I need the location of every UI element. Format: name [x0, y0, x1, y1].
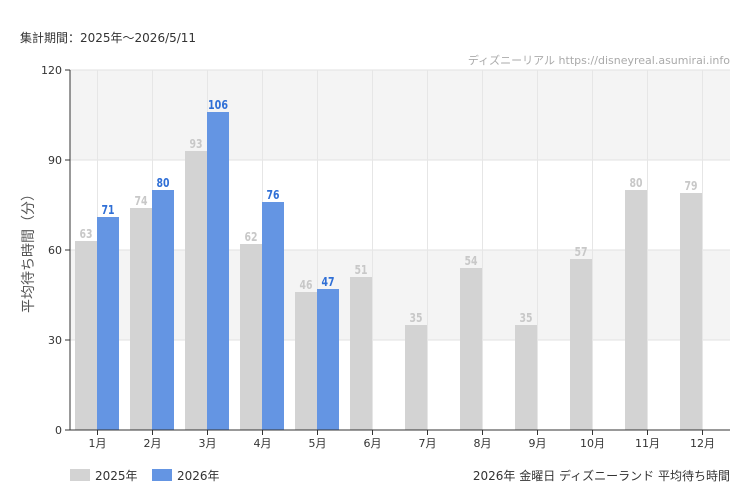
x-tick-label: 2月: [144, 437, 162, 450]
bar-value-label: 46: [300, 278, 313, 292]
bar-value-label: 80: [630, 176, 643, 190]
bar-series-1: [295, 292, 317, 430]
bar-value-label: 80: [157, 176, 170, 190]
data-labels-layer: 63 74 93 62 46 51 35 54 35 57 80 79 71 80 106 76 47: [80, 98, 698, 325]
bar-series-1: [350, 277, 372, 430]
bar-value-label: 35: [520, 311, 533, 325]
x-tick-label: 6月: [364, 437, 382, 450]
bar-value-label: 71: [102, 203, 115, 217]
bar-series-1: [460, 268, 482, 430]
x-tick-label: 3月: [199, 437, 217, 450]
bar-value-label: 74: [135, 194, 148, 208]
bar-value-label: 35: [410, 311, 423, 325]
y-tick-label: 60: [48, 244, 62, 257]
grid-band: [70, 250, 730, 340]
grid-band: [70, 70, 730, 160]
y-tick-label: 0: [55, 424, 62, 437]
legend-label: 2026年: [177, 469, 220, 483]
x-tick-label: 9月: [529, 437, 547, 450]
legend-swatch: [152, 469, 172, 481]
axes-layer: 0 30 60 90 120 1月 2月 3月 4月 5月 6月 7月 8月 9月 10月 11月 12月: [41, 64, 730, 450]
bar-value-label: 93: [190, 137, 203, 151]
bar-series-1: [75, 241, 97, 430]
bar-series-2: [207, 112, 229, 430]
bar-series-1: [515, 325, 537, 430]
bar-value-label: 63: [80, 227, 93, 241]
credit-text: ディズニーリアル https://disneyreal.asumirai.inf…: [468, 53, 730, 67]
bar-value-label: 62: [245, 230, 258, 244]
bar-value-label: 57: [575, 245, 588, 259]
legend: 2025年 2026年: [70, 469, 220, 483]
x-tick-label: 10月: [580, 437, 605, 450]
y-axis-label: 平均待ち時間（分）: [21, 187, 37, 313]
legend-swatch: [70, 469, 90, 481]
bar-series-1: [240, 244, 262, 430]
bar-series-1: [405, 325, 427, 430]
bar-value-label: 76: [267, 188, 280, 202]
y-tick-label: 90: [48, 154, 62, 167]
y-tick-label: 30: [48, 334, 62, 347]
x-tick-label: 7月: [419, 437, 437, 450]
bar-series-1: [680, 193, 702, 430]
background-bands: [70, 69, 730, 430]
x-tick-label: 4月: [254, 437, 272, 450]
bar-series-1: [130, 208, 152, 430]
x-tick-label: 1月: [89, 437, 107, 450]
bars-layer: [75, 112, 702, 430]
bar-value-label: 54: [465, 254, 478, 268]
x-tick-label: 8月: [474, 437, 492, 450]
x-tick-label: 11月: [635, 437, 660, 450]
y-tick-label: 120: [41, 64, 62, 77]
bar-series-2: [262, 202, 284, 430]
bar-series-1: [185, 151, 207, 430]
grid-band: [70, 340, 730, 430]
bar-value-label: 51: [355, 263, 368, 277]
bar-value-label: 47: [322, 275, 335, 289]
period-text: 集計期間：2025年～2026/5/11: [20, 30, 196, 45]
x-tick-label: 12月: [690, 437, 715, 450]
bar-value-label: 79: [685, 179, 698, 193]
bar-series-2: [317, 289, 339, 430]
footer-caption: 2026年 金曜日 ディズニーランド 平均待ち時間: [473, 468, 730, 483]
bar-value-label: 106: [208, 98, 228, 112]
bar-series-2: [97, 217, 119, 430]
x-tick-label: 5月: [309, 437, 327, 450]
bar-series-1: [625, 190, 647, 430]
grid-band: [70, 160, 730, 250]
legend-label: 2025年: [95, 469, 138, 483]
bar-series-2: [152, 190, 174, 430]
bar-series-1: [570, 259, 592, 430]
